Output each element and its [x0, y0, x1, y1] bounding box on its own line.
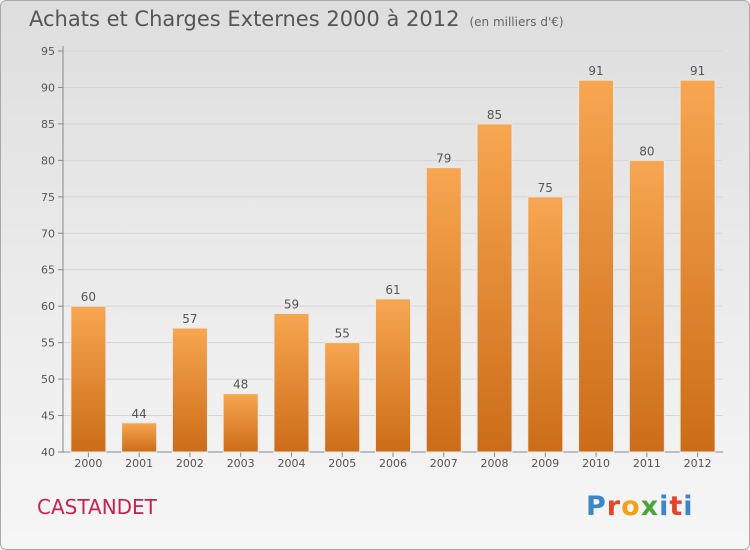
y-tick-label: 75 — [41, 191, 55, 204]
bar — [425, 167, 462, 453]
data-label: 48 — [233, 378, 248, 392]
data-label: 91 — [690, 64, 705, 78]
x-tick-label: 2006 — [379, 457, 407, 470]
logo-letter: i — [683, 491, 694, 522]
y-tick-label: 90 — [41, 81, 55, 94]
data-label: 80 — [639, 144, 654, 158]
y-tick-label: 65 — [41, 264, 55, 277]
title-text: Achats et Charges Externes 2000 à 2012 — [29, 7, 460, 31]
chart-title: Achats et Charges Externes 2000 à 2012 (e… — [29, 7, 564, 31]
data-label: 57 — [182, 312, 197, 326]
data-label: 59 — [284, 297, 299, 311]
y-tick-label: 80 — [41, 154, 55, 167]
data-label: 85 — [487, 108, 502, 122]
data-label: 79 — [436, 152, 451, 166]
bar — [527, 196, 564, 453]
bar — [679, 79, 716, 453]
y-tick-label: 40 — [41, 446, 55, 459]
x-tick-label: 2001 — [125, 457, 153, 470]
data-label: 75 — [538, 181, 553, 195]
y-tick-label: 50 — [41, 373, 55, 386]
bar — [375, 298, 411, 453]
data-label: 91 — [588, 64, 603, 78]
x-tick-label: 2007 — [430, 457, 458, 470]
data-label: 55 — [335, 327, 350, 341]
data-label: 60 — [81, 290, 96, 304]
bar — [273, 312, 310, 453]
data-labels: 60 44 57 48 59 55 61 79 85 75 91 80 91 — [81, 64, 706, 421]
x-tick-label: 2012 — [684, 457, 712, 470]
bar — [628, 159, 665, 453]
x-tick-label: 2005 — [328, 457, 356, 470]
commune-name: CASTANDET — [37, 495, 157, 519]
logo-letter: i — [659, 491, 670, 522]
data-label: 44 — [132, 407, 147, 421]
x-tick-label: 2011 — [633, 457, 661, 470]
y-tick-label: 85 — [41, 118, 55, 131]
logo-letter: t — [669, 491, 684, 522]
bars — [70, 79, 716, 453]
y-tick-label: 95 — [41, 45, 55, 58]
x-tick-label: 2003 — [227, 457, 255, 470]
proxiti-logo[interactable]: Proxiti — [586, 491, 694, 522]
bar — [70, 305, 107, 453]
x-tick-label: 2008 — [481, 457, 509, 470]
bar — [222, 393, 259, 453]
x-tick-label: 2009 — [531, 457, 559, 470]
logo-letter: x — [640, 491, 660, 522]
logo-letter: P — [586, 491, 607, 522]
logo-letter: o — [621, 491, 641, 522]
bar — [121, 422, 158, 453]
data-label: 61 — [385, 283, 400, 297]
title-unit: (en milliers d'€) — [469, 15, 564, 29]
y-tick-label: 70 — [41, 227, 55, 240]
x-tick-label: 2000 — [74, 457, 102, 470]
bar — [171, 327, 208, 453]
bar — [324, 342, 361, 453]
logo-letter: r — [606, 491, 622, 522]
x-tick-label: 2004 — [277, 457, 305, 470]
bar — [578, 79, 615, 453]
x-tick-label: 2002 — [176, 457, 204, 470]
y-tick-label: 45 — [41, 410, 55, 423]
bar — [476, 123, 513, 453]
x-tick-label: 2010 — [582, 457, 610, 470]
y-tick-label: 60 — [41, 300, 55, 313]
y-tick-label: 55 — [41, 337, 55, 350]
